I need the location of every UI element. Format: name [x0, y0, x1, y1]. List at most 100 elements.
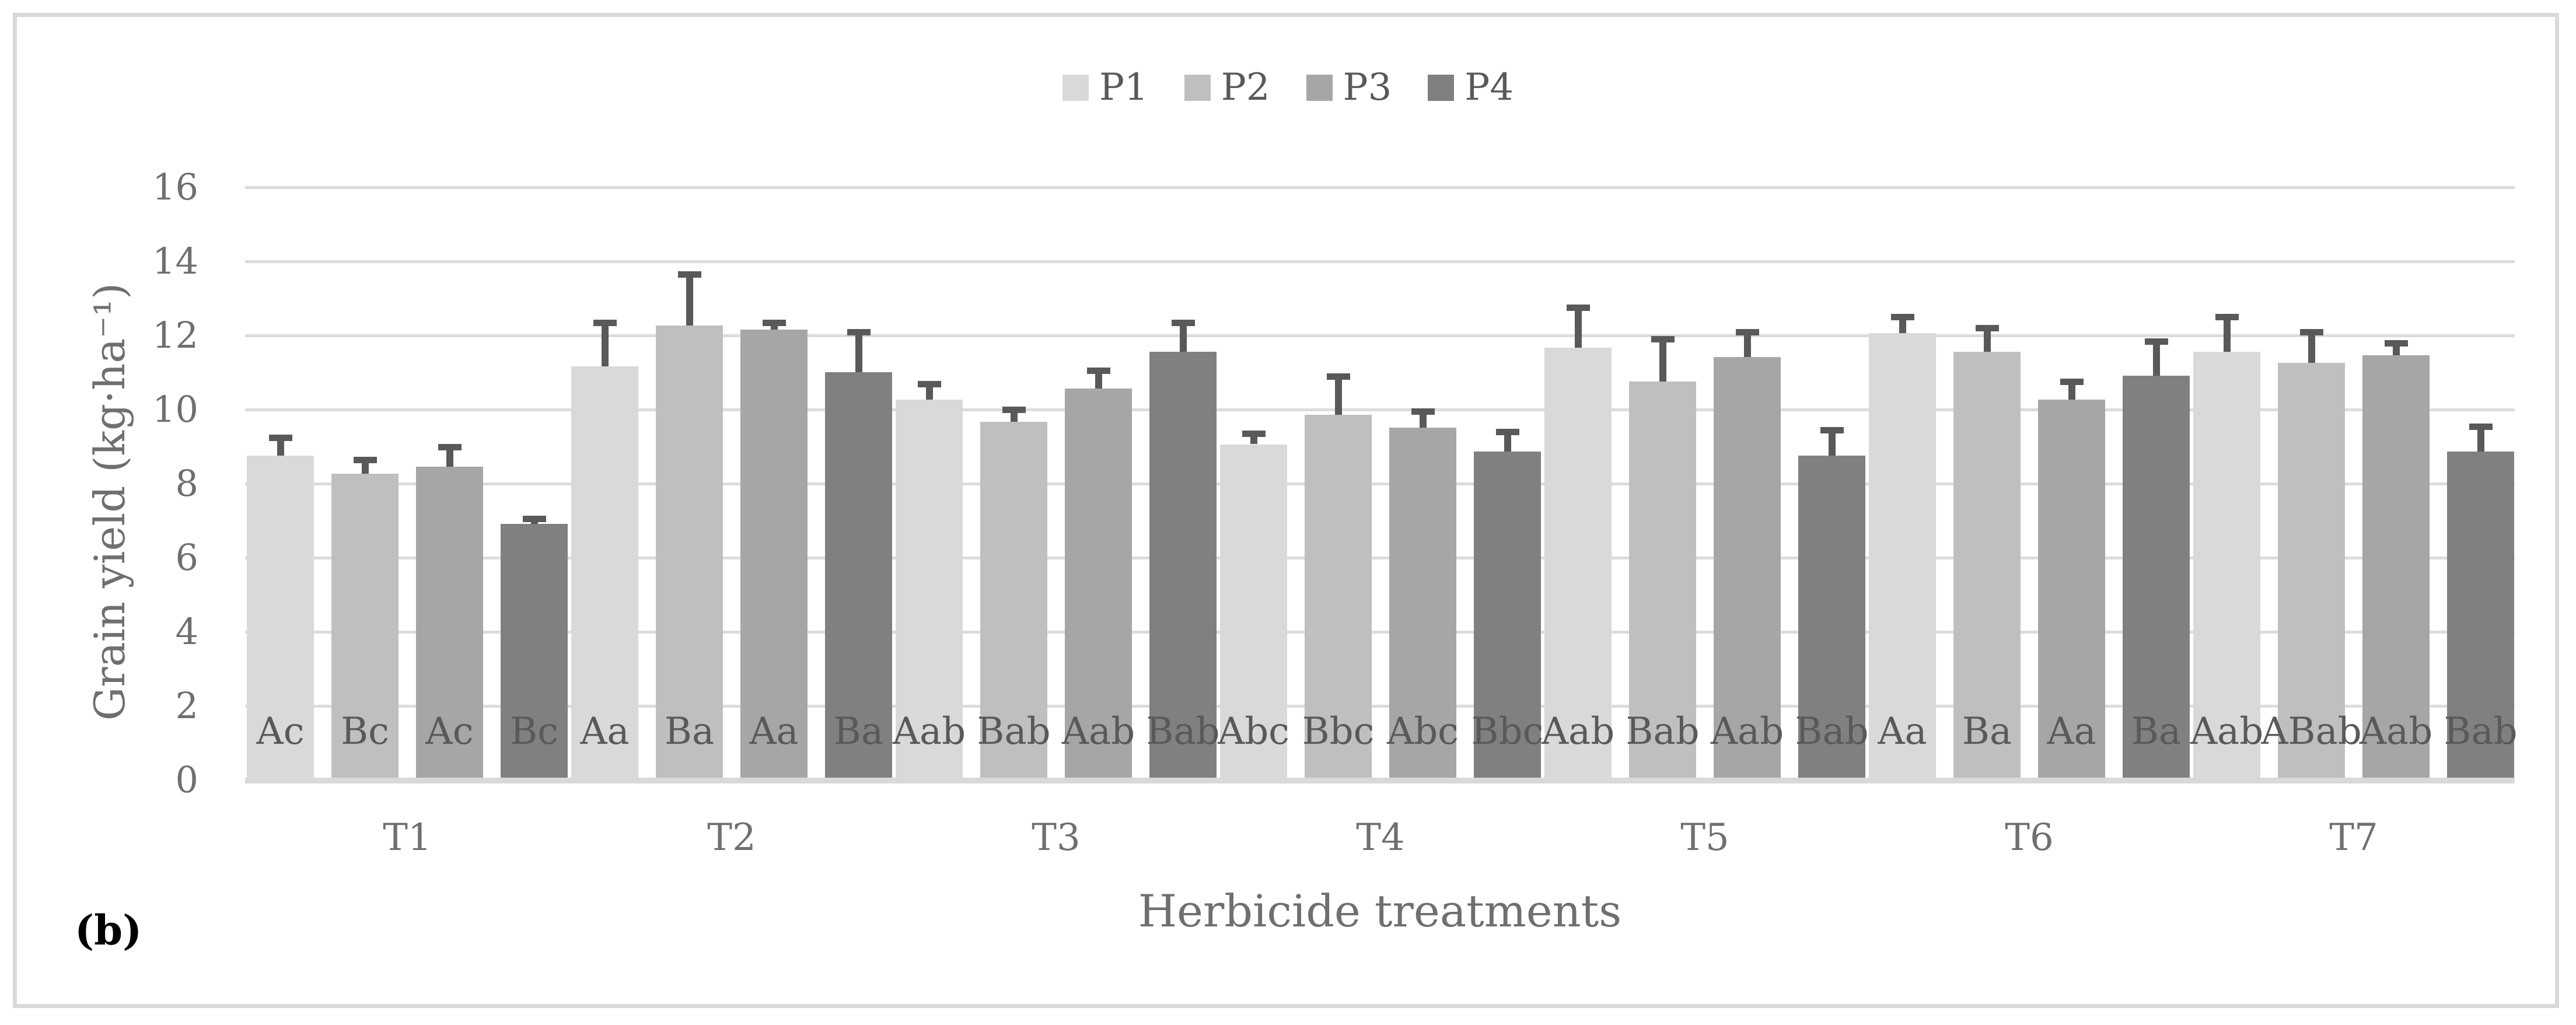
significance-letter: Aab	[892, 710, 966, 753]
gridline-10	[245, 408, 2515, 411]
bar-t2-p1	[571, 366, 638, 778]
x-tick-label-t5: T5	[1680, 816, 1729, 859]
y-tick-label: 6	[175, 536, 198, 579]
x-tick-label-t3: T3	[1032, 816, 1081, 859]
significance-letter: Aa	[749, 710, 799, 753]
error-bar-cap	[2060, 379, 2084, 386]
legend-item-p2: P2	[1184, 69, 1270, 106]
gridline-14	[245, 260, 2515, 263]
error-bar-whisker	[2152, 341, 2160, 376]
gridline-8	[245, 482, 2515, 485]
error-bar-whisker	[2308, 331, 2315, 363]
gridline-12	[245, 334, 2515, 337]
error-bar-whisker	[686, 274, 693, 326]
error-bar-whisker	[1659, 339, 1666, 382]
error-bar-cap	[1002, 407, 1026, 413]
significance-letter: Bab	[1626, 710, 1700, 753]
y-tick-label: 8	[175, 462, 198, 505]
x-tick-label-t1: T1	[383, 816, 432, 859]
y-tick-label: 12	[152, 314, 198, 356]
y-tick-label: 0	[175, 758, 198, 801]
significance-letter: Abc	[1386, 710, 1459, 753]
error-bar-whisker	[1179, 322, 1187, 352]
error-bar-whisker	[446, 446, 453, 467]
error-bar-whisker	[2068, 382, 2075, 400]
gridline-2	[245, 705, 2515, 708]
significance-letter: Aab	[2359, 710, 2433, 753]
significance-letter: Bab	[1795, 710, 1869, 753]
figure-border	[13, 13, 2559, 1008]
significance-letter: Bbc	[1302, 710, 1375, 753]
significance-letter: Aa	[580, 710, 630, 753]
error-bar-whisker	[855, 331, 862, 372]
error-bar-whisker	[925, 383, 933, 400]
error-bar-whisker	[601, 322, 609, 367]
significance-letter: Bbc	[1471, 710, 1544, 753]
error-bar-cap	[522, 516, 546, 523]
bar-t3-p2	[980, 422, 1047, 778]
error-bar-cap	[353, 456, 377, 463]
significance-letter: Aab	[1541, 710, 1615, 753]
bar-t4-p4	[1474, 452, 1541, 778]
significance-letter: Bab	[977, 710, 1051, 753]
bar-t2-p4	[825, 372, 892, 778]
significance-letter: Abc	[1217, 710, 1290, 753]
gridline-4	[245, 631, 2515, 634]
significance-letter: Ba	[1962, 710, 2012, 753]
error-bar-cap	[917, 380, 941, 387]
error-bar-whisker	[1983, 328, 1991, 352]
error-bar-cap	[1242, 431, 1266, 438]
bar-t6-p4	[2123, 376, 2190, 778]
error-bar-cap	[1975, 325, 1999, 332]
significance-letter: Bab	[1146, 710, 1220, 753]
bar-t5-p4	[1798, 455, 1865, 778]
legend-label: P2	[1221, 66, 1270, 109]
gridline-6	[245, 557, 2515, 559]
y-tick-label: 14	[152, 240, 198, 282]
bar-t7-p3	[2362, 355, 2430, 778]
error-bar-cap	[1566, 305, 1590, 312]
significance-letter: Ba	[2131, 710, 2182, 753]
significance-letter: Aa	[2047, 710, 2096, 753]
significance-letter: Aa	[1878, 710, 1927, 753]
legend-label: P3	[1343, 66, 1392, 109]
error-bar-whisker	[1743, 331, 1751, 358]
error-bar-cap	[1735, 328, 1759, 335]
chart-legend: P1 P2 P3 P4	[0, 69, 2576, 106]
x-tick-label-t4: T4	[1356, 816, 1405, 859]
bar-t7-p4	[2447, 452, 2514, 778]
significance-letter: Bab	[2444, 710, 2518, 753]
x-tick-label-t2: T2	[707, 816, 756, 859]
bar-t3-p1	[896, 400, 963, 778]
error-bar-cap	[1495, 429, 1519, 436]
bar-t2-p3	[740, 329, 808, 778]
error-bar-whisker	[2223, 317, 2231, 352]
bar-t1-p1	[247, 455, 314, 778]
x-axis-title: Herbicide treatments	[1138, 885, 1622, 937]
bar-t5-p1	[1544, 348, 1612, 778]
bar-t4-p1	[1220, 444, 1287, 778]
significance-letter: ABab	[2261, 710, 2362, 753]
error-bar-cap	[2144, 338, 2168, 345]
x-tick-label-t7: T7	[2329, 816, 2378, 859]
significance-letter: Bc	[510, 710, 558, 753]
legend-label: P1	[1099, 66, 1148, 109]
bar-t6-p1	[1869, 333, 1936, 778]
gridline-16	[245, 186, 2515, 189]
bar-t7-p1	[2193, 351, 2260, 778]
error-bar-cap	[1086, 368, 1110, 375]
significance-letter: Aab	[1061, 710, 1135, 753]
error-bar-whisker	[1899, 317, 1906, 333]
significance-letter: Aab	[2190, 710, 2264, 753]
significance-letter: Ba	[664, 710, 715, 753]
significance-letter: Ba	[833, 710, 884, 753]
error-bar-cap	[1820, 426, 1844, 433]
error-bar-cap	[677, 271, 701, 278]
significance-letter: Ac	[256, 710, 305, 753]
error-bar-whisker	[1095, 370, 1102, 389]
error-bar-whisker	[1574, 307, 1582, 348]
significance-letter: Aab	[1710, 710, 1784, 753]
bar-t1-p4	[501, 524, 568, 778]
bar-t7-p2	[2278, 362, 2345, 778]
error-bar-cap	[1326, 373, 1350, 380]
